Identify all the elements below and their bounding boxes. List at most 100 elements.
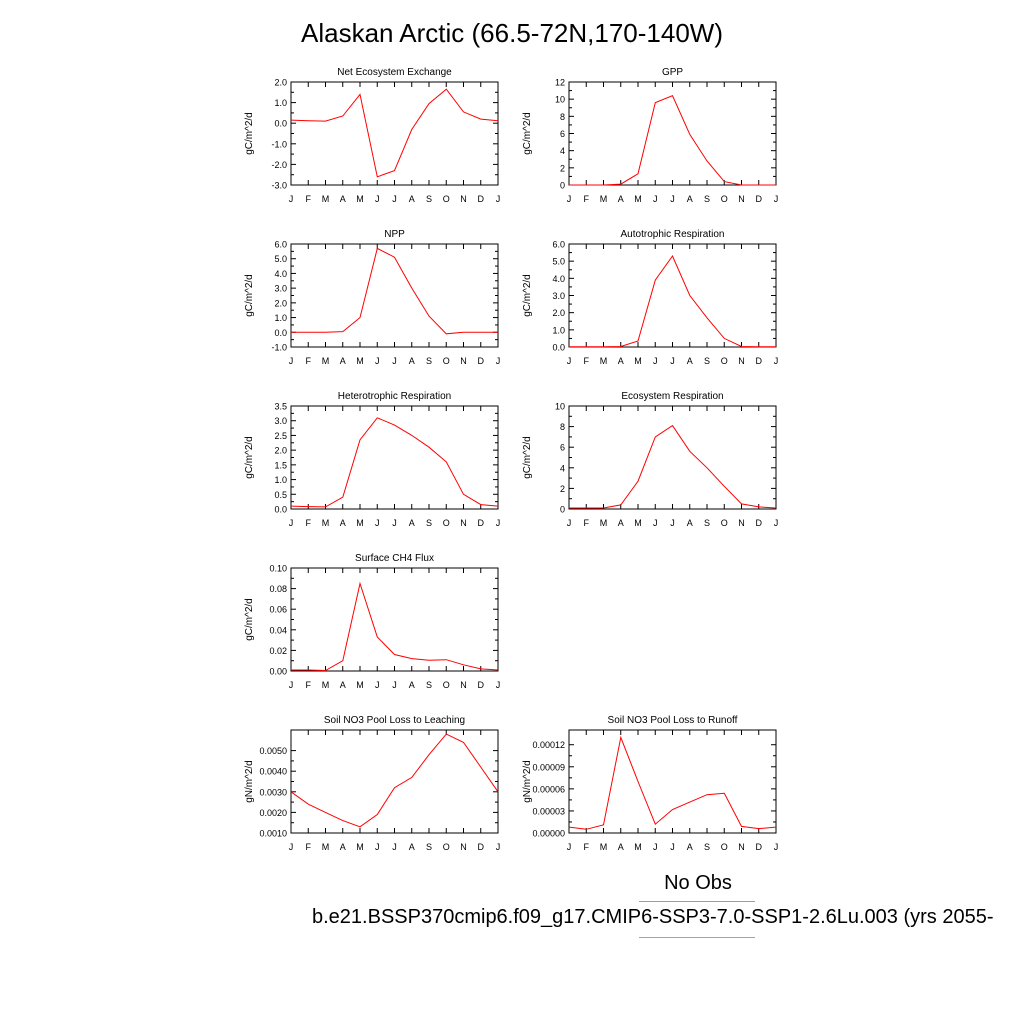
y-tick-label: 0.5 [274,490,287,500]
x-tick-label: M [356,194,364,204]
x-tick-label: M [600,194,608,204]
x-tick-label: F [306,842,312,852]
series-line [569,95,776,186]
x-tick-label: D [756,356,763,366]
x-tick-label: S [704,518,710,528]
series-line [290,733,499,828]
x-tick-label: M [356,842,364,852]
x-tick-label: J [774,518,779,528]
x-tick-label: J [567,842,572,852]
y-tick-label: 12 [555,78,565,88]
x-tick-label: J [496,518,501,528]
x-tick-label: J [653,194,658,204]
chart-title: Soil NO3 Pool Loss to Runoff [608,715,738,726]
x-tick-label: F [584,842,590,852]
y-tick-label: 2.0 [274,446,287,456]
series-line [291,581,499,672]
x-tick-label: N [738,518,745,528]
x-tick-label: N [460,356,467,366]
x-tick-label: J [670,518,675,528]
x-tick-label: J [375,680,380,690]
x-tick-label: D [478,518,485,528]
x-tick-label: S [426,356,432,366]
x-tick-label: F [306,680,312,690]
y-tick-label: 1.0 [274,475,287,485]
y-tick-label: 0.0 [552,343,565,353]
x-tick-label: F [584,194,590,204]
y-tick-label: 0.0010 [259,829,287,839]
series-line [569,254,776,348]
x-tick-label: M [634,356,642,366]
y-tick-label: 0.00000 [532,829,565,839]
x-tick-label: S [426,680,432,690]
x-tick-label: A [618,194,624,204]
x-tick-label: J [392,518,397,528]
x-tick-label: D [478,842,485,852]
legend-case-line [639,937,755,938]
plot-frame [290,243,499,348]
x-tick-label: D [478,194,485,204]
y-tick-label: 5.0 [552,257,565,267]
chart-title: Soil NO3 Pool Loss to Leaching [324,715,465,726]
x-tick-label: M [356,680,364,690]
chart-title: NPP [384,229,405,240]
x-tick-label: F [306,356,312,366]
x-tick-label: O [443,194,450,204]
y-tick-label: 1.0 [274,313,287,323]
x-tick-label: A [340,842,346,852]
y-tick-label: 0.04 [269,625,287,635]
y-tick-label: 6 [560,443,565,453]
y-tick-label: 4 [560,146,565,156]
series-line [568,735,777,830]
chart-title: Surface CH4 Flux [355,553,434,564]
x-tick-label: A [340,680,346,690]
x-tick-label: J [774,356,779,366]
x-tick-label: S [426,518,432,528]
y-axis-label: gC/m^2/d [244,436,255,479]
x-tick-label: M [356,518,364,528]
x-tick-label: J [289,680,294,690]
x-tick-label: A [340,194,346,204]
x-tick-label: J [375,842,380,852]
x-tick-label: J [289,194,294,204]
x-tick-label: F [306,518,312,528]
x-tick-label: A [409,356,415,366]
y-tick-label: 6.0 [274,240,287,250]
x-tick-label: O [721,194,728,204]
x-tick-label: J [375,356,380,366]
y-axis-label: gC/m^2/d [522,436,533,479]
y-tick-label: 0.0 [274,328,287,338]
x-tick-label: N [738,194,745,204]
x-tick-label: N [460,194,467,204]
x-tick-label: J [496,194,501,204]
y-tick-label: 0.0020 [259,808,287,818]
chart-title: Ecosystem Respiration [621,391,723,402]
x-tick-label: S [704,194,710,204]
y-tick-label: 2.0 [274,298,287,308]
x-tick-label: D [478,680,485,690]
x-tick-label: M [600,356,608,366]
x-tick-label: M [634,518,642,528]
plot-frame [290,729,499,834]
y-tick-label: 0.00006 [532,784,565,794]
x-tick-label: J [567,356,572,366]
x-tick-label: J [375,194,380,204]
x-tick-label: A [409,194,415,204]
x-tick-label: J [392,842,397,852]
x-tick-label: J [653,356,658,366]
x-tick-label: M [634,194,642,204]
x-tick-label: J [653,842,658,852]
y-axis-label: gN/m^2/d [522,760,533,803]
chart-title: Autotrophic Respiration [621,229,725,240]
y-tick-label: 0.0 [274,505,287,515]
x-tick-label: J [567,518,572,528]
series-line [569,424,777,509]
y-tick-label: 0.02 [269,646,287,656]
y-tick-label: 3.5 [274,402,287,412]
y-tick-label: 3.0 [552,291,565,301]
x-tick-label: J [670,356,675,366]
x-tick-label: J [774,842,779,852]
